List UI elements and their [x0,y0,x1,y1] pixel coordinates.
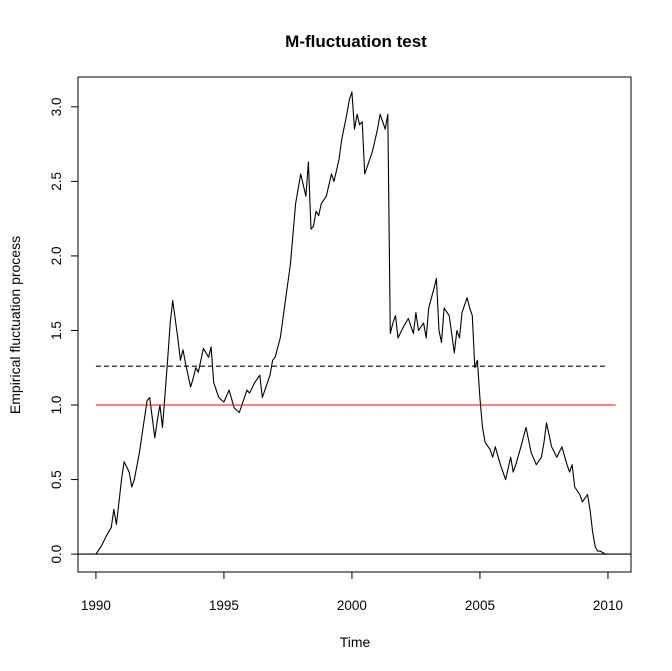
y-axis: 0.0 0.5 1.0 1.5 2.0 2.5 3.0 [49,97,79,564]
y-tick-label: 0.0 [49,545,64,564]
y-axis-label: Empirical fluctuation process [7,236,23,414]
y-tick-label: 3.0 [49,97,64,116]
y-tick-label: 0.5 [49,470,64,489]
x-tick-label: 1995 [209,598,239,613]
y-tick-label: 1.5 [49,321,64,340]
fluctuation-process-line [95,91,608,555]
plot-frame [77,76,632,573]
x-axis: 1990 1995 2000 2005 2010 [81,571,623,613]
y-tick-label: 2.5 [49,172,64,191]
x-tick-label: 2010 [593,598,623,613]
chart-title: M-fluctuation test [285,32,427,51]
x-tick-label: 2005 [465,598,495,613]
y-tick-label: 2.0 [49,247,64,266]
x-tick-label: 1990 [81,598,111,613]
x-tick-label: 2000 [337,598,367,613]
x-axis-label: Time [340,634,371,650]
series-layer [78,91,631,555]
y-tick-label: 1.0 [49,396,64,415]
